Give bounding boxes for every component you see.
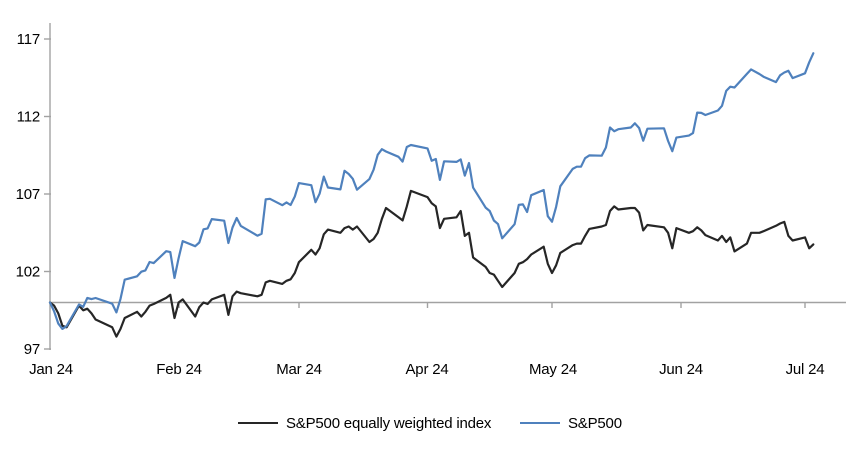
legend-item-sp500: S&P500 (520, 413, 622, 433)
x-axis-ticks (178, 302, 806, 308)
chart-legend: S&P500 equally weighted index S&P500 (0, 412, 852, 434)
y-tick-label: 112 (17, 109, 40, 126)
x-tick-label: Jul 24 (786, 361, 825, 378)
x-tick-label: Jan 24 (29, 361, 73, 378)
y-tick-label: 97 (24, 341, 40, 358)
legend-label-sp500-equal-weight: S&P500 equally weighted index (286, 414, 492, 432)
y-tick-label: 102 (16, 264, 40, 281)
x-tick-label: Mar 24 (276, 361, 322, 378)
legend-label-sp500: S&P500 (568, 414, 622, 432)
legend-line-swatch-blue (520, 422, 560, 424)
sp500-line (48, 52, 815, 330)
y-axis-ticks (44, 38, 51, 350)
x-tick-label: Apr 24 (406, 361, 449, 378)
x-axis-labels: Jan 24 Feb 24 Mar 24 Apr 24 May 24 Jun 2… (29, 361, 825, 378)
x-tick-label: May 24 (529, 361, 577, 378)
y-tick-label: 117 (17, 31, 40, 48)
sp500-equal-weight-line (48, 189, 815, 338)
x-tick-label: Feb 24 (156, 361, 202, 378)
y-axis-labels: 117 112 107 102 97 (16, 31, 41, 358)
y-tick-label: 107 (16, 186, 40, 203)
x-tick-label: Jun 24 (659, 361, 703, 378)
legend-line-swatch-black (238, 422, 278, 424)
legend-item-sp500-equal-weight: S&P500 equally weighted index (238, 413, 491, 433)
